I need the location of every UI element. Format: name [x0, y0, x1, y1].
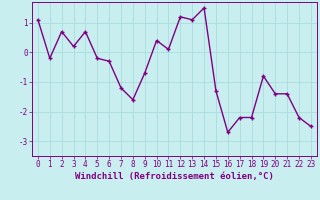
X-axis label: Windchill (Refroidissement éolien,°C): Windchill (Refroidissement éolien,°C)	[75, 172, 274, 181]
